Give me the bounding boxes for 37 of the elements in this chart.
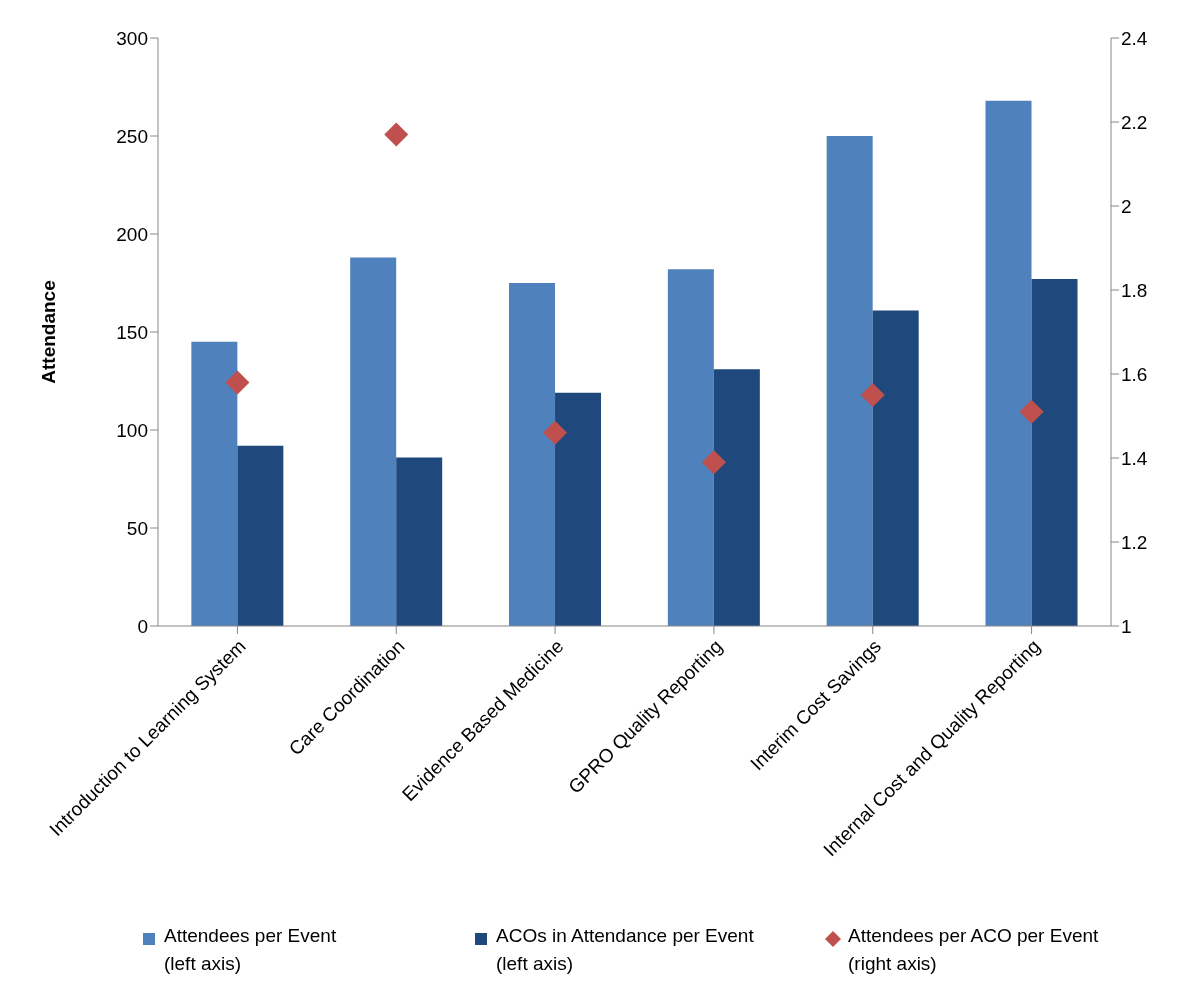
point <box>225 370 250 395</box>
bar <box>555 392 602 626</box>
y-axis-title: Attendance <box>37 280 59 384</box>
y2-tick-label: 1 <box>1121 615 1132 637</box>
bar <box>985 100 1032 626</box>
bar <box>872 310 919 626</box>
y-tick-label: 300 <box>116 27 148 49</box>
y2-tick-label: 2 <box>1121 195 1132 217</box>
point <box>1019 399 1044 424</box>
y-tick-label: 250 <box>116 125 148 147</box>
y-tick-label: 150 <box>116 321 148 343</box>
y2-tick-label: 2.2 <box>1121 111 1148 133</box>
y-tick-label: 50 <box>126 517 148 539</box>
point <box>701 450 726 475</box>
y2-tick-label: 1.8 <box>1121 279 1148 301</box>
legend-label: ACOs in Attendance per Event (left axis) <box>496 924 754 976</box>
bar <box>667 269 714 626</box>
legend-label: Attendees per ACO per Event (right axis) <box>848 924 1099 976</box>
y-tick-label: 0 <box>137 615 148 637</box>
point <box>543 420 568 445</box>
bar <box>350 257 397 626</box>
bar <box>1031 279 1078 626</box>
y2-tick-label: 1.6 <box>1121 363 1148 385</box>
y2-tick-label: 1.2 <box>1121 531 1148 553</box>
y2-tick-label: 1.4 <box>1121 447 1148 469</box>
bar <box>713 369 760 626</box>
y-tick-label: 200 <box>116 223 148 245</box>
bar <box>191 341 238 626</box>
legend-label: Attendees per Event (left axis) <box>164 924 337 976</box>
y-tick-label: 100 <box>116 419 148 441</box>
point <box>384 122 409 147</box>
bar <box>509 283 556 626</box>
point <box>860 383 885 407</box>
bar <box>826 136 873 626</box>
bar <box>396 457 443 626</box>
bar <box>237 445 284 626</box>
y2-tick-label: 2.4 <box>1121 27 1148 49</box>
